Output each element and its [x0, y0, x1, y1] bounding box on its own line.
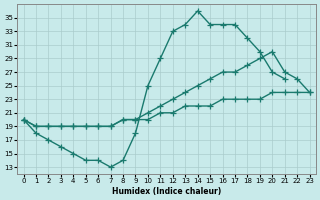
X-axis label: Humidex (Indice chaleur): Humidex (Indice chaleur)	[112, 187, 221, 196]
